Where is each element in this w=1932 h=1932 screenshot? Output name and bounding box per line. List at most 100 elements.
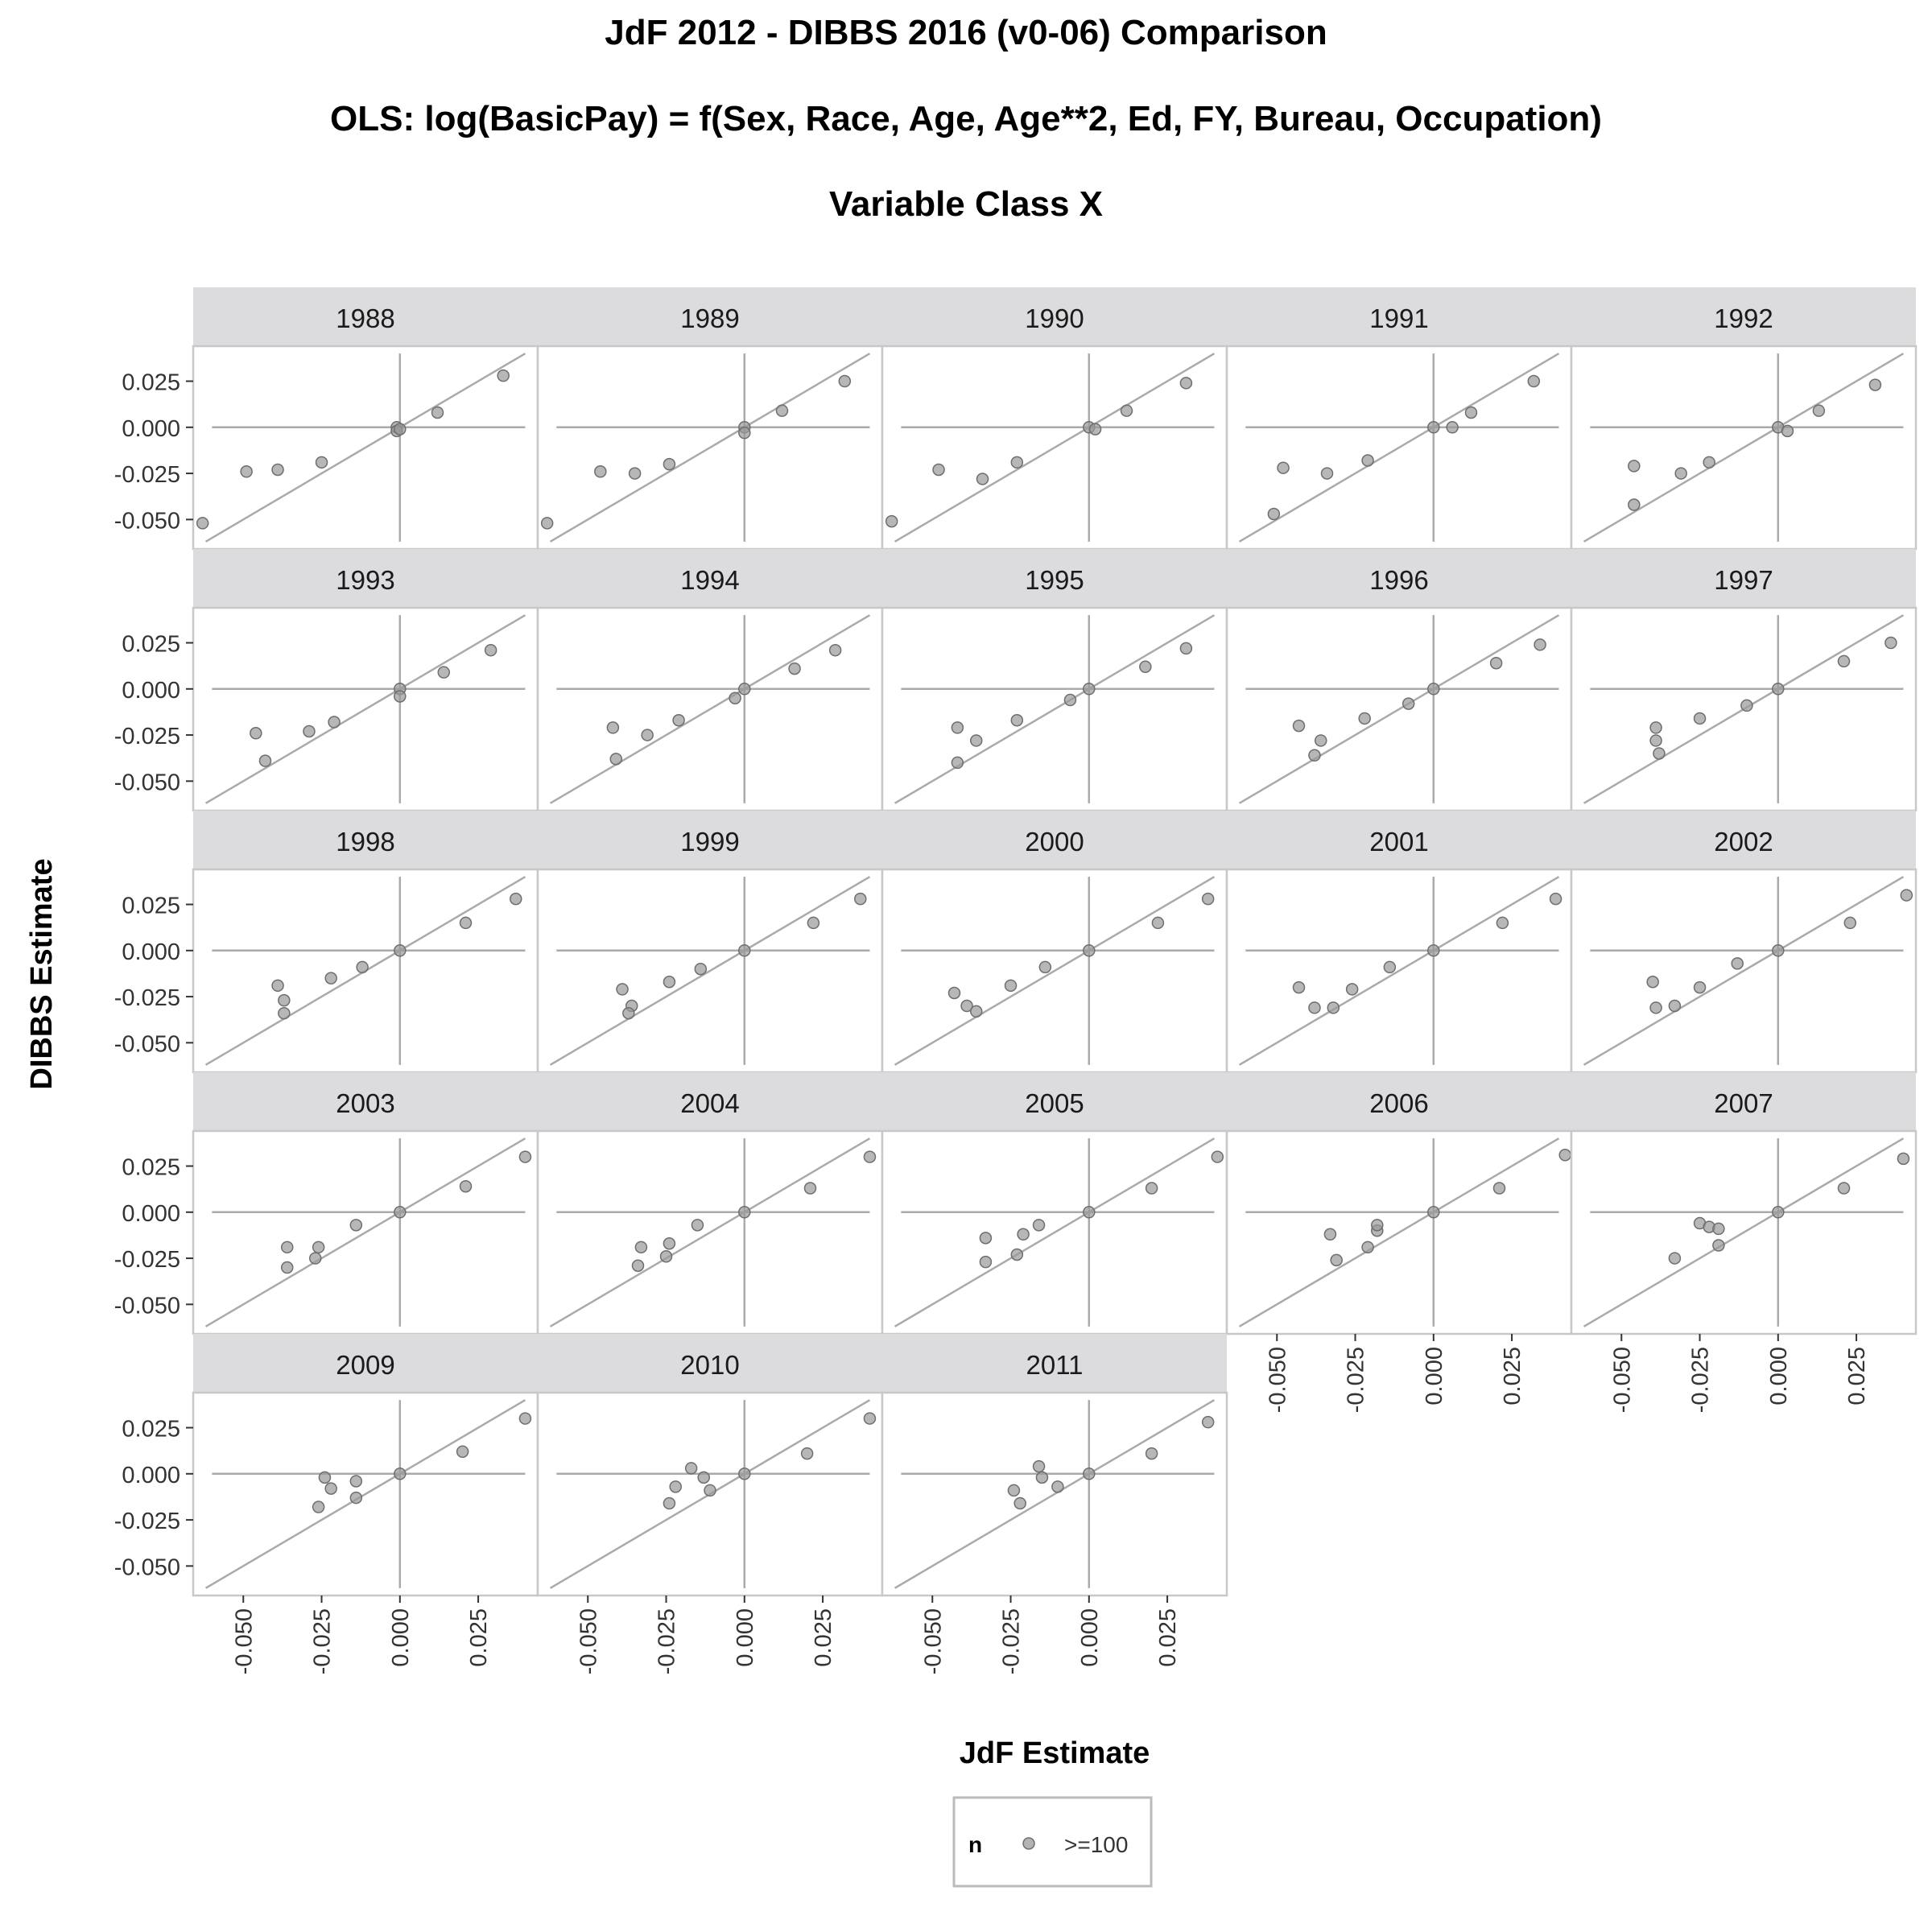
facet-label: 2001 — [1369, 827, 1428, 857]
identity-line — [1238, 876, 1560, 1066]
facet-strip — [538, 549, 882, 608]
data-point — [616, 983, 629, 996]
data-point — [663, 1236, 676, 1250]
facet-label: 2010 — [680, 1350, 739, 1380]
data-point — [518, 1412, 532, 1425]
data-point — [1693, 980, 1707, 994]
facet-panel: 2006 — [1225, 1072, 1573, 1335]
y-tick-label: -0.025 — [114, 462, 180, 488]
data-point — [258, 754, 272, 767]
data-point — [960, 999, 973, 1013]
facet-strip — [882, 549, 1227, 608]
y-tick-label: 0.025 — [122, 1155, 180, 1181]
data-point — [1211, 1150, 1224, 1163]
x-tick-label: 0.000 — [733, 1608, 758, 1667]
data-point — [1032, 1459, 1046, 1473]
facet-strip — [193, 287, 538, 346]
y-tick-label: 0.000 — [122, 939, 180, 965]
data-point — [1646, 975, 1659, 989]
facet-panels: 1988 0.025 0.000 -0.025 -0.050 1989 1990 1991 19… — [114, 287, 1918, 1674]
identity-line — [549, 1137, 871, 1327]
data-point — [885, 514, 898, 528]
facet-label: 1994 — [680, 565, 739, 595]
data-point — [1402, 697, 1415, 710]
facet-panel: 1993 0.025 0.000 -0.025 -0.050 — [114, 549, 539, 812]
x-tick-label: 0.025 — [1500, 1347, 1525, 1406]
data-point — [324, 1482, 337, 1495]
data-point — [1427, 944, 1440, 957]
x-axis: -0.050 -0.025 0.000 0.025 — [231, 1596, 492, 1674]
data-point — [1151, 916, 1165, 930]
data-point — [437, 666, 451, 679]
facet-strip — [538, 1334, 882, 1393]
data-point — [1712, 1222, 1725, 1236]
data-point — [854, 892, 867, 906]
legend-label: >=100 — [1064, 1832, 1128, 1857]
facet-panel: 1999 — [536, 811, 884, 1074]
data-point — [1277, 461, 1290, 474]
identity-line — [894, 1137, 1216, 1327]
identity-line — [204, 614, 526, 804]
data-point — [828, 643, 842, 657]
x-axis: -0.050 -0.025 0.000 0.025 — [576, 1596, 836, 1674]
y-axis-label: DIBBS Estimate — [25, 858, 59, 1089]
data-point — [312, 1501, 325, 1513]
identity-line — [1583, 1137, 1905, 1327]
facet-strip — [538, 811, 882, 869]
data-point — [803, 1182, 817, 1195]
data-point — [1427, 1206, 1440, 1219]
identity-line — [549, 353, 871, 543]
facet-label: 2011 — [1026, 1350, 1084, 1380]
data-point — [1464, 406, 1478, 419]
data-point — [1139, 660, 1152, 674]
data-point — [697, 1471, 710, 1484]
facet-strip — [193, 549, 538, 608]
data-point — [1649, 721, 1662, 734]
data-point — [1010, 713, 1024, 727]
facet-label: 2002 — [1714, 827, 1773, 857]
data-point — [838, 374, 852, 388]
y-tick-label: 0.000 — [122, 416, 180, 442]
data-point — [1427, 683, 1440, 696]
legend-box — [952, 1796, 1153, 1888]
data-point — [540, 517, 554, 530]
facet-strip — [1227, 287, 1571, 346]
data-point — [691, 1219, 704, 1232]
data-point — [1330, 1253, 1343, 1267]
chart-title-line-1: JdF 2012 - DIBBS 2016 (v0-06) Comparison — [605, 13, 1327, 52]
legend-point-marker — [1022, 1837, 1035, 1850]
data-point — [394, 423, 407, 436]
data-point — [1740, 699, 1753, 712]
data-point — [1017, 1228, 1030, 1241]
data-point — [663, 457, 676, 471]
facet-label: 2004 — [680, 1088, 739, 1118]
data-point — [1361, 1241, 1374, 1254]
data-point — [1812, 404, 1826, 417]
data-point — [1371, 1219, 1384, 1232]
x-tick-label: 0.000 — [1766, 1347, 1792, 1406]
x-tick-label: -0.050 — [1265, 1347, 1290, 1413]
data-point — [694, 962, 708, 976]
x-tick-label: 0.025 — [811, 1608, 836, 1667]
x-tick-label: 0.025 — [1844, 1347, 1870, 1406]
data-point — [1703, 456, 1715, 469]
facet-strip — [882, 287, 1227, 346]
facet-label: 2007 — [1714, 1088, 1773, 1118]
y-tick-label: -0.050 — [114, 1031, 180, 1057]
data-point — [240, 465, 253, 478]
facet-label: 1990 — [1025, 303, 1084, 333]
data-point — [1051, 1480, 1064, 1493]
data-point — [1489, 656, 1503, 670]
data-point — [800, 1447, 814, 1460]
data-point — [738, 683, 751, 696]
data-point — [1781, 424, 1794, 438]
data-point — [704, 1484, 716, 1497]
facet-strip — [1227, 549, 1571, 608]
data-point — [431, 406, 444, 419]
y-tick-label: 0.025 — [122, 632, 180, 658]
facet-panel: 1991 — [1225, 287, 1573, 551]
data-point — [775, 404, 789, 417]
identity-line — [204, 353, 526, 543]
y-tick-label: -0.050 — [114, 1293, 180, 1319]
